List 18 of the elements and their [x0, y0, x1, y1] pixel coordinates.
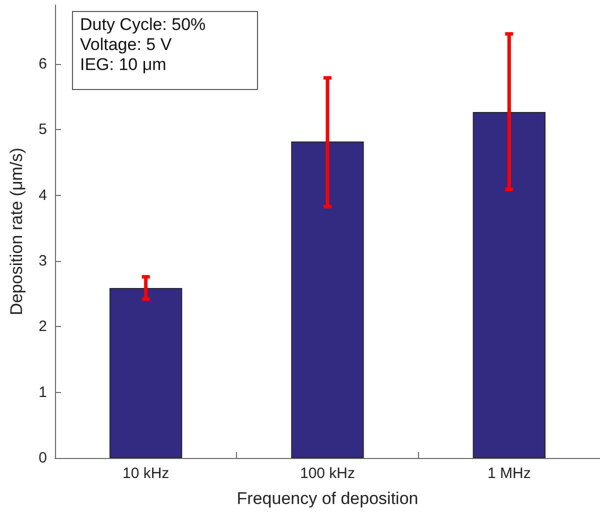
y-tick-label: 0	[38, 450, 47, 466]
bar	[472, 112, 546, 458]
y-axis-title: Deposition rate (μm/s)	[7, 148, 26, 316]
y-tick-label: 1	[38, 384, 47, 401]
x-tick-label: 100 kHz	[300, 465, 356, 482]
y-tick-label: 4	[38, 186, 47, 204]
annotation: Duty Cycle: 50%	[80, 15, 207, 35]
annotation: IEG: 10 μm	[80, 55, 168, 75]
annotation: Voltage: 5 V	[80, 35, 173, 55]
x-tick-label: 1 MHz	[487, 465, 531, 482]
y-tick-label: 6	[38, 56, 47, 73]
x-tick-label: 10 kHz	[122, 465, 170, 482]
bar	[110, 288, 182, 458]
y-tick-label: 3	[38, 252, 47, 270]
y-tick-label: 2	[38, 318, 47, 336]
x-axis-title: Frequency of deposition	[236, 489, 418, 508]
bar	[291, 142, 364, 458]
y-tick-label: 5	[38, 121, 47, 138]
